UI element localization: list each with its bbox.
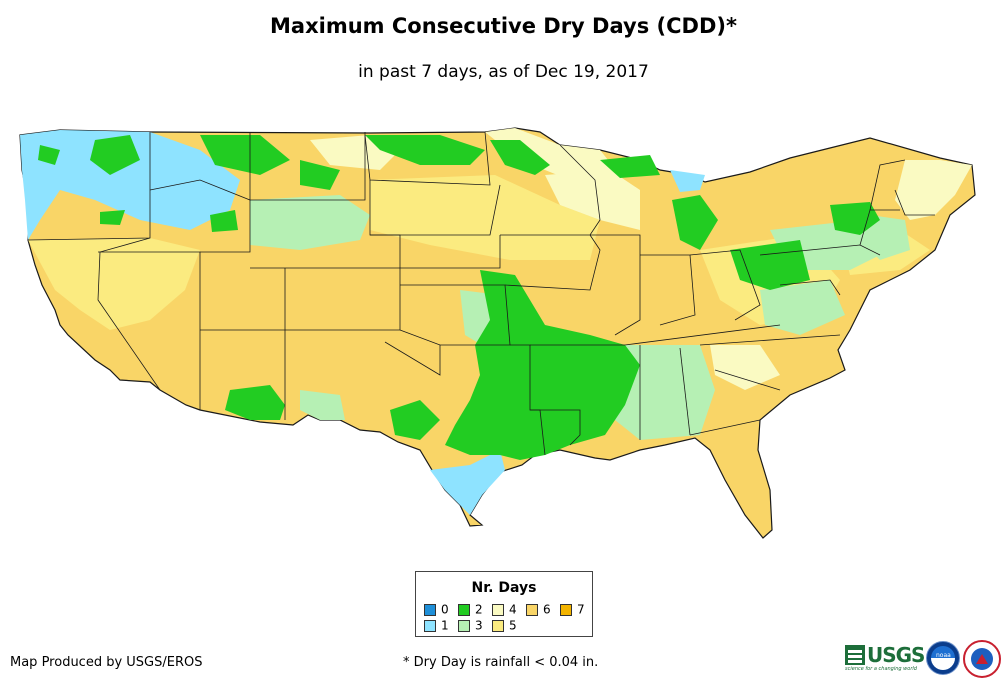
legend-item-2: 2 [458, 603, 483, 616]
legend-item-1: 1 [424, 619, 449, 632]
noaa-logo-icon: noaa [926, 641, 960, 675]
map-title: Maximum Consecutive Dry Days (CDD)* [270, 14, 737, 38]
usgs-mark-icon [845, 645, 865, 665]
credit-text: Map Produced by USGS/EROS [10, 655, 203, 670]
footnote-text: * Dry Day is rainfall < 0.04 in. [403, 655, 599, 670]
legend: Nr. Days 0 1 2 3 4 5 6 7 [415, 571, 593, 637]
legend-item-0: 0 [424, 603, 449, 616]
legend-item-4: 4 [492, 603, 517, 616]
legend-item-3: 3 [458, 619, 483, 632]
zone-2-days [38, 135, 880, 460]
map-subtitle: in past 7 days, as of Dec 19, 2017 [358, 62, 649, 82]
legend-swatch-2 [458, 603, 470, 616]
legend-swatch-5 [492, 619, 504, 632]
usgs-logo: USGS science for a changing world [845, 643, 925, 673]
legend-swatch-3 [458, 619, 470, 632]
legend-swatch-1 [424, 619, 436, 632]
usgs-tagline: science for a changing world [845, 666, 917, 672]
legend-swatch-4 [492, 603, 504, 616]
legend-swatch-0 [424, 603, 436, 616]
state-boundaries [27, 131, 935, 456]
legend-swatch-6 [526, 603, 538, 616]
cdd-map [19, 127, 976, 539]
noaa-label: noaa [936, 652, 951, 659]
nws-logo-icon [963, 640, 1001, 678]
legend-item-5: 5 [492, 619, 517, 632]
legend-title: Nr. Days [471, 580, 537, 596]
legend-item-7: 7 [560, 603, 585, 616]
legend-swatch-7 [560, 603, 572, 616]
legend-item-6: 6 [526, 603, 551, 616]
usgs-wordmark: USGS [867, 643, 925, 667]
zone-1-day [20, 130, 705, 515]
